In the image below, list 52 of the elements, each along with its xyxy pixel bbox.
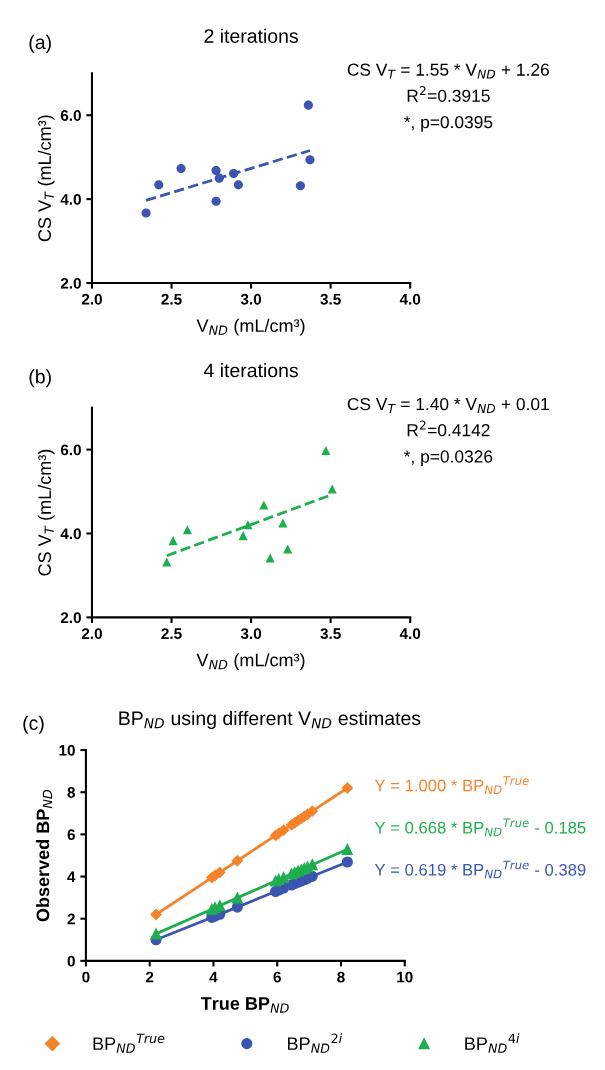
chart-title: BP$_{ND}$ using different V$_{ND}$ estimates xyxy=(119,710,421,729)
y-tick-label: 6 xyxy=(67,829,75,841)
y-tick-label: 2.0 xyxy=(60,612,81,624)
y-tick-label: 6.0 xyxy=(60,444,81,456)
y-tick-label: 4.0 xyxy=(60,528,81,540)
annotation: Y = 0.619 * BP$_{ND}$$^{True}$ - 0.389 xyxy=(374,860,586,879)
y-tick-label: 0 xyxy=(67,955,75,967)
x-tick-label: 2.5 xyxy=(161,628,182,640)
annotation: Y = 0.668 * BP$_{ND}$$^{True}$ - 0.185 xyxy=(374,818,586,837)
y-tick-label: 8 xyxy=(67,787,76,798)
x-tick-label: 6 xyxy=(273,971,281,983)
x-tick-label: 0 xyxy=(82,971,90,983)
annotation: Y = 1.000 * BP$_{ND}$$^{True}$ xyxy=(374,776,529,794)
y-axis-title: Observed BP$_{ND}$ xyxy=(36,789,53,922)
x-tick-label: 10 xyxy=(397,971,413,983)
annotation: *, p=0.0326 xyxy=(404,450,493,467)
chart-title: 4 iterations xyxy=(203,363,298,378)
annotation: *, p=0.0395 xyxy=(404,115,493,132)
x-tick-label: 3.5 xyxy=(320,293,341,305)
x-tick-label: 3.0 xyxy=(240,293,262,305)
legend-label: BP$_{ND}$$^{2i}$ xyxy=(287,1033,343,1053)
x-tick-label: 2 xyxy=(145,971,154,983)
text: (a) xyxy=(29,34,51,53)
x-tick-label: 2.0 xyxy=(81,293,102,305)
annotation: CS V$_{T}$ = 1.40 * V$_{ND}$ + 0.01 xyxy=(347,397,549,413)
x-axis-title: True BP$_{ND}$ xyxy=(200,997,289,1013)
y-tick-label: 10 xyxy=(59,744,75,756)
text: (b) xyxy=(29,369,51,388)
y-tick-label: 2.0 xyxy=(60,277,81,289)
x-tick-label: 2.0 xyxy=(81,628,102,640)
y-tick-label: 4.0 xyxy=(60,193,81,205)
x-tick-label: 4.0 xyxy=(399,628,421,640)
annotation: CS V$_{T}$ = 1.55 * V$_{ND}$ + 1.26 xyxy=(347,63,549,79)
x-axis-title: V$_{ND}$ (mL/cm³) xyxy=(196,318,305,336)
annotation: R$^{2}$=0.4142 xyxy=(407,420,490,437)
y-tick-label: 2 xyxy=(67,913,75,925)
x-tick-label: 4.0 xyxy=(399,293,421,305)
legend-label: BP$_{ND}$$^{True}$ xyxy=(93,1033,165,1053)
chart-title: 2 iterations xyxy=(204,28,298,43)
y-tick-label: 4 xyxy=(67,871,76,883)
y-axis-title: CS V$_{T}$ (mL/cm³) xyxy=(37,115,55,242)
annotation: R$^{2}$=0.3915 xyxy=(407,86,490,102)
y-axis-title: CS V$_{T}$ (mL/cm³) xyxy=(37,449,55,576)
x-tick-label: 3.5 xyxy=(320,628,341,640)
legend-label: BP$_{ND}$$^{4i}$ xyxy=(465,1033,520,1053)
x-tick-label: 3.0 xyxy=(240,628,262,640)
x-tick-label: 4 xyxy=(209,971,218,983)
x-tick-label: 2.5 xyxy=(161,293,182,305)
y-tick-label: 6.0 xyxy=(60,110,81,121)
x-axis-title: V$_{ND}$ (mL/cm³) xyxy=(196,653,305,670)
x-tick-label: 8 xyxy=(337,971,345,983)
text: (c) xyxy=(23,715,44,734)
